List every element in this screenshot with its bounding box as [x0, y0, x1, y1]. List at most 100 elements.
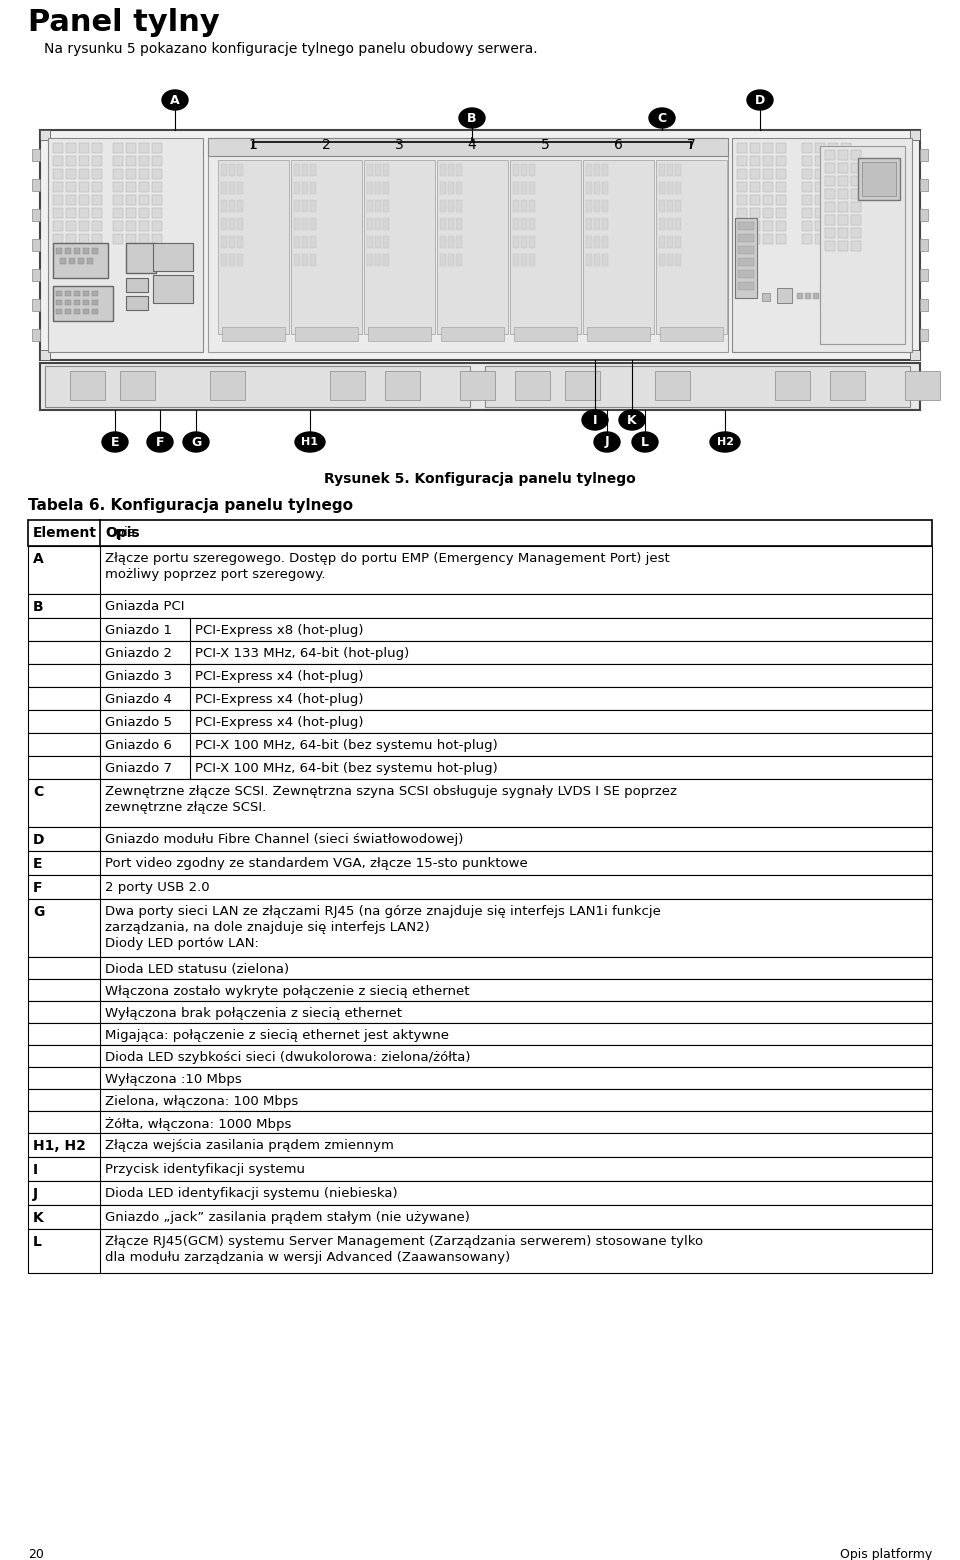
Text: Żółta, włączona: 1000 Mbps: Żółta, włączona: 1000 Mbps	[105, 1117, 292, 1131]
Text: 2: 2	[322, 137, 330, 151]
Bar	[66, 144, 76, 153]
Bar	[28, 1229, 932, 1273]
Bar	[775, 371, 810, 399]
Bar	[92, 195, 102, 204]
Bar	[310, 200, 316, 212]
Bar	[152, 207, 162, 218]
Bar	[841, 222, 851, 231]
Bar	[28, 1002, 932, 1023]
Bar	[113, 207, 123, 218]
Bar	[838, 215, 848, 225]
Bar	[815, 156, 825, 165]
Bar	[667, 254, 673, 267]
Bar	[368, 328, 431, 342]
Text: E: E	[33, 856, 42, 870]
Text: Złącze portu szeregowego. Dostęp do portu EMP (Emergency Management Port) jest: Złącze portu szeregowego. Dostęp do port…	[105, 552, 670, 565]
Bar	[838, 201, 848, 212]
Bar	[126, 156, 136, 165]
Bar	[750, 222, 760, 231]
Bar	[738, 257, 754, 267]
Ellipse shape	[649, 108, 675, 128]
Bar	[28, 519, 932, 546]
Text: Gniazdo 6: Gniazdo 6	[105, 739, 172, 752]
Bar	[367, 200, 373, 212]
Bar	[802, 195, 812, 204]
Bar	[583, 161, 654, 334]
Bar	[53, 207, 63, 218]
Bar	[237, 164, 243, 176]
Bar	[565, 371, 600, 399]
Bar	[92, 222, 102, 231]
Bar	[126, 183, 136, 192]
Bar	[737, 183, 747, 192]
Bar	[126, 207, 136, 218]
Bar	[441, 328, 504, 342]
Bar	[139, 207, 149, 218]
Bar	[66, 183, 76, 192]
Bar	[28, 546, 932, 594]
Bar	[802, 207, 812, 218]
Bar	[139, 222, 149, 231]
Text: Dioda LED identyfikacji systemu (niebieska): Dioda LED identyfikacji systemu (niebies…	[105, 1187, 397, 1200]
Bar	[383, 200, 389, 212]
Bar	[838, 176, 848, 186]
Bar	[750, 183, 760, 192]
Bar	[65, 309, 71, 314]
Bar	[738, 234, 754, 242]
Bar	[667, 164, 673, 176]
Text: Port video zgodny ze standardem VGA, złącze 15-sto punktowe: Port video zgodny ze standardem VGA, złą…	[105, 856, 528, 870]
Bar	[802, 234, 812, 243]
Text: PCI-X 100 MHz, 64-bit (bez systemu hot-plug): PCI-X 100 MHz, 64-bit (bez systemu hot-p…	[195, 739, 497, 752]
Bar	[367, 218, 373, 229]
Bar	[448, 200, 454, 212]
Bar	[851, 240, 861, 251]
Bar	[586, 254, 592, 267]
Bar	[448, 164, 454, 176]
Text: Zewnętrzne złącze SCSI. Zewnętrzna szyna SCSI obsługuje sygnały LVDS I SE poprze: Zewnętrzne złącze SCSI. Zewnętrzna szyna…	[105, 785, 677, 799]
Text: Dioda LED szybkości sieci (dwukolorowa: zielona/żółta): Dioda LED szybkości sieci (dwukolorowa: …	[105, 1051, 470, 1064]
Text: Opis: Opis	[105, 526, 139, 540]
Bar	[152, 156, 162, 165]
Ellipse shape	[710, 432, 740, 452]
Bar	[456, 183, 462, 193]
Bar	[330, 371, 365, 399]
Bar	[40, 349, 50, 360]
Bar	[70, 371, 105, 399]
Bar	[92, 234, 102, 243]
Ellipse shape	[632, 432, 658, 452]
Bar	[83, 300, 89, 306]
Bar	[113, 168, 123, 179]
Bar	[763, 234, 773, 243]
Bar	[208, 137, 728, 156]
Bar	[851, 162, 861, 173]
Bar	[53, 168, 63, 179]
Bar	[594, 236, 600, 248]
Bar	[40, 363, 920, 410]
Bar	[229, 254, 235, 267]
Bar	[294, 200, 300, 212]
Text: H1, H2: H1, H2	[33, 1139, 85, 1153]
Bar	[28, 778, 932, 827]
Bar	[237, 236, 243, 248]
Bar	[302, 218, 308, 229]
Text: Opis: Opis	[105, 526, 134, 540]
Bar	[660, 328, 723, 342]
Bar	[763, 144, 773, 153]
Bar	[815, 168, 825, 179]
Text: Gniazdo 1: Gniazdo 1	[105, 624, 172, 636]
Bar	[229, 200, 235, 212]
Bar	[513, 236, 519, 248]
Bar	[32, 329, 40, 342]
Bar	[153, 275, 193, 303]
Bar	[375, 254, 381, 267]
Text: B: B	[468, 111, 477, 125]
Bar	[750, 168, 760, 179]
Text: Wyłączona brak połączenia z siecią ethernet: Wyłączona brak połączenia z siecią ether…	[105, 1008, 402, 1020]
Bar	[521, 254, 527, 267]
Text: Tabela 6. Konfiguracja panelu tylnego: Tabela 6. Konfiguracja panelu tylnego	[28, 498, 353, 513]
Bar	[60, 257, 66, 264]
Bar	[750, 156, 760, 165]
Bar	[529, 254, 535, 267]
Bar	[737, 207, 747, 218]
Bar	[302, 236, 308, 248]
